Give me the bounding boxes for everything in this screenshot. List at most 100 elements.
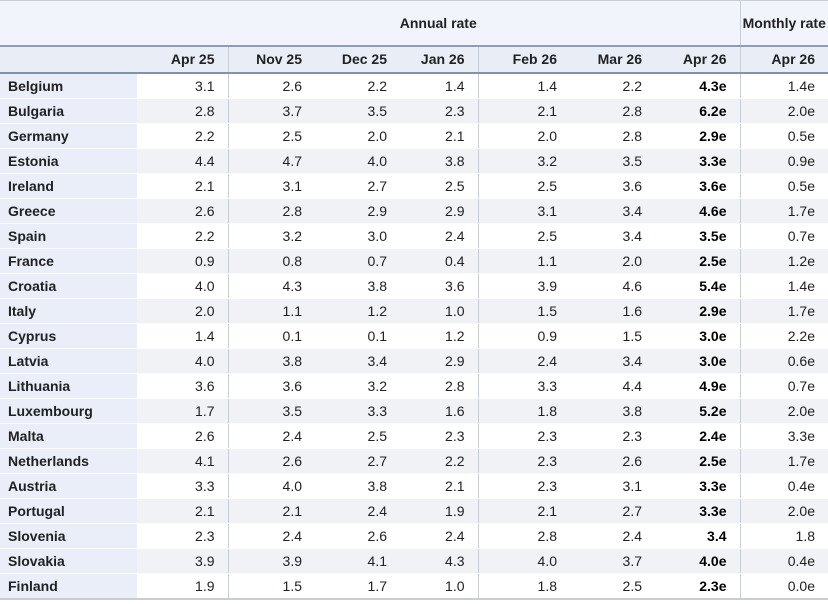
annual-rate-cell: 2.5e	[655, 448, 740, 474]
month-column-header: Nov 25	[227, 46, 315, 74]
table-row: Latvia 4.0 3.8 3.4 2.9 2.4 3.4 3.0e 0.6e	[0, 348, 828, 374]
table-row: Cyprus 1.4 0.1 0.1 1.2 0.9 1.5 3.0e 2.2e	[0, 323, 828, 349]
annual-rate-cell: 3.8	[570, 398, 655, 424]
annual-rate-cell: 3.5	[570, 148, 655, 174]
annual-rate-cell: 3.1	[477, 198, 570, 224]
annual-rate-cell: 4.0e	[655, 548, 740, 574]
annual-rate-cell: 1.6	[570, 298, 655, 324]
country-label: Luxembourg	[0, 398, 137, 424]
annual-rate-cell: 3.6	[570, 173, 655, 199]
country-label: Lithuania	[0, 373, 137, 399]
table-row: Austria 3.3 4.0 3.8 2.1 2.3 3.1 3.3e 0.4e	[0, 473, 828, 499]
table-row: Croatia 4.0 4.3 3.8 3.6 3.9 4.6 5.4e 1.4e	[0, 273, 828, 299]
annual-rate-group-header: Annual rate	[137, 0, 740, 47]
table-row: Slovenia 2.3 2.4 2.6 2.4 2.8 2.4 3.4 1.8	[0, 523, 828, 549]
annual-rate-cell: 4.3	[227, 273, 315, 299]
annual-rate-cell: 3.3e	[655, 473, 740, 499]
annual-rate-cell: 0.8	[227, 248, 315, 274]
annual-rate-cell: 1.2	[400, 323, 478, 349]
annual-rate-cell: 4.0	[137, 348, 228, 374]
annual-rate-cell: 2.2	[570, 73, 655, 99]
annual-rate-cell: 4.6e	[655, 198, 740, 224]
table-row: Malta 2.6 2.4 2.5 2.3 2.3 2.3 2.4e 3.3e	[0, 423, 828, 449]
annual-rate-cell: 4.0	[477, 548, 570, 574]
annual-rate-cell: 1.9	[137, 573, 228, 600]
annual-rate-cell: 1.4	[400, 73, 478, 99]
monthly-rate-group-header: Monthly rate	[739, 0, 828, 47]
annual-rate-cell: 3.6e	[655, 173, 740, 199]
annual-rate-cell: 3.5	[227, 398, 315, 424]
annual-rate-cell: 4.1	[315, 548, 400, 574]
annual-rate-cell: 1.4	[137, 323, 228, 349]
annual-rate-cell: 3.9	[137, 548, 228, 574]
annual-rate-cell: 1.0	[400, 298, 478, 324]
annual-rate-cell: 3.2	[315, 373, 400, 399]
annual-rate-cell: 2.5e	[655, 248, 740, 274]
annual-rate-cell: 2.4e	[655, 423, 740, 449]
annual-rate-cell: 0.1	[227, 323, 315, 349]
country-label: Slovenia	[0, 523, 137, 549]
table-row: Italy 2.0 1.1 1.2 1.0 1.5 1.6 2.9e 1.7e	[0, 298, 828, 324]
annual-rate-cell: 2.4	[477, 348, 570, 374]
monthly-month-column-header: Apr 26	[739, 46, 828, 74]
month-column-header: Feb 26	[477, 46, 570, 74]
country-label: Belgium	[0, 73, 137, 99]
annual-rate-cell: 4.1	[137, 448, 228, 474]
annual-rate-cell: 3.6	[227, 373, 315, 399]
annual-rate-cell: 2.3	[477, 473, 570, 499]
monthly-rate-cell: 0.6e	[739, 348, 828, 374]
annual-rate-cell: 2.5	[570, 573, 655, 600]
annual-rate-cell: 3.3	[477, 373, 570, 399]
annual-rate-cell: 2.5	[477, 173, 570, 199]
annual-rate-cell: 3.0e	[655, 348, 740, 374]
annual-rate-cell: 3.2	[227, 223, 315, 249]
annual-rate-cell: 3.8	[315, 273, 400, 299]
month-column-header: Jan 26	[400, 46, 478, 74]
annual-rate-cell: 4.0	[227, 473, 315, 499]
table-row: Portugal 2.1 2.1 2.4 1.9 2.1 2.7 3.3e 2.0e	[0, 498, 828, 524]
country-label: Slovakia	[0, 548, 137, 574]
country-column-subheader	[0, 46, 137, 74]
annual-rate-cell: 2.6	[227, 73, 315, 99]
annual-rate-cell: 1.1	[477, 248, 570, 274]
annual-rate-cell: 2.6	[137, 423, 228, 449]
monthly-rate-cell: 1.4e	[739, 73, 828, 99]
table-row: Estonia 4.4 4.7 4.0 3.8 3.2 3.5 3.3e 0.9e	[0, 148, 828, 174]
table-row: Finland 1.9 1.5 1.7 1.0 1.8 2.5 2.3e 0.0e	[0, 573, 828, 600]
annual-rate-cell: 3.4	[570, 223, 655, 249]
annual-rate-cell: 2.0	[137, 298, 228, 324]
monthly-rate-cell: 3.3e	[739, 423, 828, 449]
month-column-header: Apr 25	[137, 46, 228, 74]
annual-rate-cell: 3.2	[477, 148, 570, 174]
annual-rate-cell: 4.0	[315, 148, 400, 174]
monthly-rate-cell: 1.4e	[739, 273, 828, 299]
monthly-rate-cell: 0.4e	[739, 548, 828, 574]
annual-rate-cell: 1.7	[315, 573, 400, 600]
annual-rate-cell: 3.0e	[655, 323, 740, 349]
annual-rate-cell: 2.5	[400, 173, 478, 199]
table-body: Belgium 3.1 2.6 2.2 1.4 1.4 2.2 4.3e 1.4e Bulgari…	[0, 73, 828, 600]
annual-rate-cell: 0.7	[315, 248, 400, 274]
annual-rate-cell: 1.7	[137, 398, 228, 424]
annual-rate-cell: 2.3	[477, 448, 570, 474]
annual-rate-cell: 4.6	[570, 273, 655, 299]
annual-rate-cell: 2.3	[570, 423, 655, 449]
annual-rate-cell: 2.0	[570, 248, 655, 274]
table-row: Luxembourg 1.7 3.5 3.3 1.6 1.8 3.8 5.2e 2.0e	[0, 398, 828, 424]
monthly-rate-cell: 1.7e	[739, 298, 828, 324]
table-row: Slovakia 3.9 3.9 4.1 4.3 4.0 3.7 4.0e 0.4e	[0, 548, 828, 574]
annual-rate-cell: 2.2	[315, 73, 400, 99]
annual-rate-cell: 2.9e	[655, 123, 740, 149]
table-row: Greece 2.6 2.8 2.9 2.9 3.1 3.4 4.6e 1.7e	[0, 198, 828, 224]
monthly-rate-cell: 2.0e	[739, 98, 828, 124]
month-column-header: Apr 26	[655, 46, 740, 74]
annual-rate-cell: 3.8	[400, 148, 478, 174]
annual-rate-cell: 3.4	[570, 348, 655, 374]
annual-rate-cell: 1.2	[315, 298, 400, 324]
monthly-rate-cell: 0.7e	[739, 373, 828, 399]
monthly-rate-cell: 1.8	[739, 523, 828, 549]
annual-rate-cell: 2.3	[137, 523, 228, 549]
annual-rate-cell: 2.0	[315, 123, 400, 149]
annual-rate-cell: 1.8	[477, 573, 570, 600]
